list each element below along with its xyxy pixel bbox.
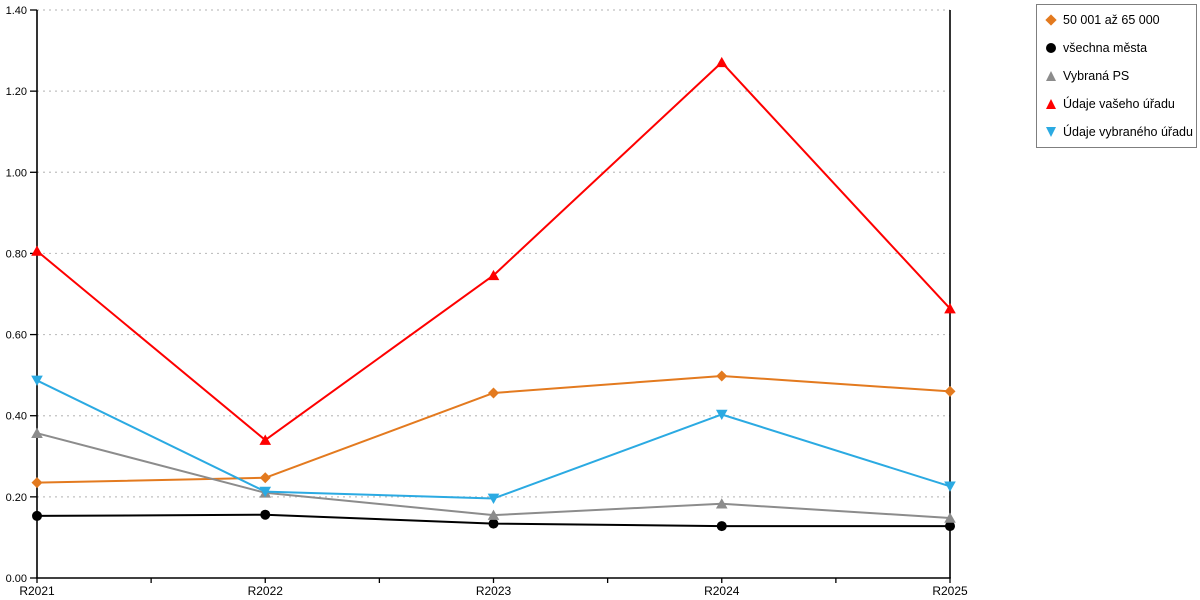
data-point-marker <box>31 375 43 386</box>
data-point-marker <box>487 509 500 520</box>
data-point-marker <box>259 486 272 498</box>
legend-label: všechna města <box>1063 41 1148 55</box>
data-point-marker <box>944 512 956 523</box>
data-point-marker <box>31 245 43 256</box>
legend-item-udaje-vaseho-uradu: Údaje vašeho úřadu <box>1046 97 1187 111</box>
legend-label: 50 001 až 65 000 <box>1063 13 1160 27</box>
legend-label: Údaje vašeho úřadu <box>1063 97 1175 111</box>
data-point-marker <box>715 409 728 420</box>
legend-item-vsechna-mesta: všechna města <box>1046 41 1187 55</box>
x-tick-label: R2023 <box>476 584 512 598</box>
x-tick-label: R2022 <box>248 584 284 598</box>
data-point-marker <box>31 427 43 438</box>
data-point-marker <box>716 370 728 382</box>
data-point-marker <box>487 493 500 504</box>
y-tick-label: 1.40 <box>6 5 27 17</box>
triangle-down-marker-icon <box>1046 127 1056 137</box>
data-point-marker <box>944 303 956 314</box>
data-point-marker <box>260 509 271 520</box>
y-tick-label: 1.00 <box>6 167 27 179</box>
legend-item-50001-az-65000: 50 001 až 65 000 <box>1045 13 1187 27</box>
x-tick-label: R2024 <box>704 584 740 598</box>
data-point-marker <box>944 481 956 492</box>
series-line-3 <box>36 61 951 442</box>
legend: 50 001 až 65 000 všechna města Vybraná P… <box>1036 4 1197 148</box>
x-tick-label: R2021 <box>19 584 55 598</box>
data-point-marker <box>945 521 955 532</box>
legend-item-udaje-vybraneho-uradu: Údaje vybraného úřadu <box>1046 125 1193 139</box>
data-point-marker <box>716 521 727 532</box>
triangle-up-marker-icon <box>1046 71 1056 81</box>
data-point-marker <box>488 518 499 529</box>
triangle-up-marker-icon <box>1046 99 1056 109</box>
y-tick-label: 0.80 <box>6 248 27 260</box>
diamond-marker-icon <box>1045 14 1057 26</box>
data-point-marker <box>259 472 271 484</box>
data-point-marker <box>944 385 956 397</box>
y-tick-label: 0.00 <box>6 573 27 585</box>
data-point-marker <box>259 434 272 445</box>
data-point-marker <box>488 387 499 399</box>
data-point-marker <box>487 269 500 281</box>
y-tick-label: 1.20 <box>6 86 27 98</box>
x-tick-label: R2025 <box>932 584 968 598</box>
y-tick-label: 0.40 <box>6 411 27 423</box>
circle-marker-icon <box>1046 43 1056 53</box>
legend-item-vybrana-ps: Vybraná PS <box>1046 69 1187 83</box>
legend-label: Údaje vybraného úřadu <box>1063 125 1193 139</box>
y-tick-label: 0.20 <box>6 492 27 504</box>
data-point-marker <box>31 477 43 489</box>
legend-label: Vybraná PS <box>1063 69 1130 83</box>
data-point-marker <box>715 56 728 68</box>
data-point-marker <box>715 498 728 509</box>
series-line-2 <box>36 432 951 519</box>
data-point-marker <box>32 510 42 521</box>
y-tick-label: 0.60 <box>6 330 27 342</box>
